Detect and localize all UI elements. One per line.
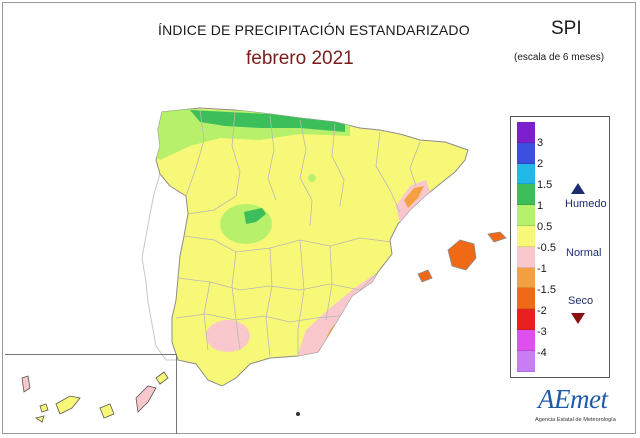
humid-label: Humedo [565, 198, 607, 210]
canary-island-lanzarote [155, 371, 169, 385]
legend-swatch [517, 267, 535, 289]
central-wetter-patch [244, 208, 266, 224]
canary-island-hierro [35, 415, 45, 423]
east-coast-orange [404, 186, 424, 208]
canary-island-tenerife [55, 395, 81, 415]
legend-swatch [517, 184, 535, 206]
legend-tick: 1.5 [537, 179, 553, 191]
mallorca-island [447, 239, 477, 271]
menorca-island [487, 231, 507, 243]
legend-swatch [517, 246, 535, 268]
map-title: ÍNDICE DE PRECIPITACIÓN ESTANDARIZADO [158, 22, 470, 38]
legend-colorbar [517, 122, 535, 372]
legend-tick: 0.5 [537, 221, 553, 233]
legend-tick: 1 [537, 200, 544, 212]
legend-tick: 2 [537, 158, 544, 170]
small-green-spot [308, 174, 316, 182]
humid-arrow-icon [571, 183, 585, 194]
legend-swatch [517, 142, 535, 164]
legend-swatch [517, 288, 535, 310]
map-frame [2, 2, 636, 434]
legend-box: 3 2 1.5 1 0.5 -0.5 -1 -1.5 -2 -3 -4 Hume… [510, 116, 610, 378]
scale-note: (escala de 6 meses) [514, 52, 605, 63]
canary-inset-border [5, 354, 177, 434]
logo-wordmark: AEmet [538, 384, 608, 414]
canary-islands [21, 371, 169, 423]
alboran-dot [296, 412, 300, 416]
legend-swatch [517, 350, 535, 372]
legend-tick: 3 [537, 137, 544, 149]
province-borders [175, 109, 421, 357]
legend-swatch [517, 205, 535, 226]
canary-island-grancanaria [99, 403, 115, 419]
dry-arrow-icon [571, 313, 585, 324]
legend-tick: -4 [537, 347, 547, 359]
legend-swatch [517, 225, 535, 247]
legend-tick: -1.5 [537, 284, 556, 296]
index-name: SPI [551, 18, 582, 39]
logo-tagline: Agencia Estatal de Meteorología [535, 417, 616, 423]
legend-swatch [517, 309, 535, 330]
dry-label: Seco [568, 295, 594, 307]
legend-tick: -2 [537, 305, 547, 317]
ibiza-island [417, 269, 433, 283]
legend-tick: -3 [537, 326, 547, 338]
portugal-outline [141, 173, 178, 361]
aemet-logo: AEmet Agencia Estatal de Meteorología [530, 384, 630, 430]
north-wetter-band [190, 110, 345, 132]
normal-label: Normal [566, 247, 602, 259]
legend-swatch [517, 122, 535, 143]
canary-island-gomera [39, 403, 49, 413]
legend-tick: -1 [537, 263, 547, 275]
southwest-dry-patch [206, 320, 250, 352]
legend-tick: -0.5 [537, 242, 556, 254]
canary-island-fuerteventura [135, 385, 157, 413]
map-subtitle: febrero 2021 [246, 48, 354, 69]
legend-swatch [517, 163, 535, 185]
legend-swatch [517, 329, 535, 351]
canary-island-lapalma [21, 375, 31, 393]
